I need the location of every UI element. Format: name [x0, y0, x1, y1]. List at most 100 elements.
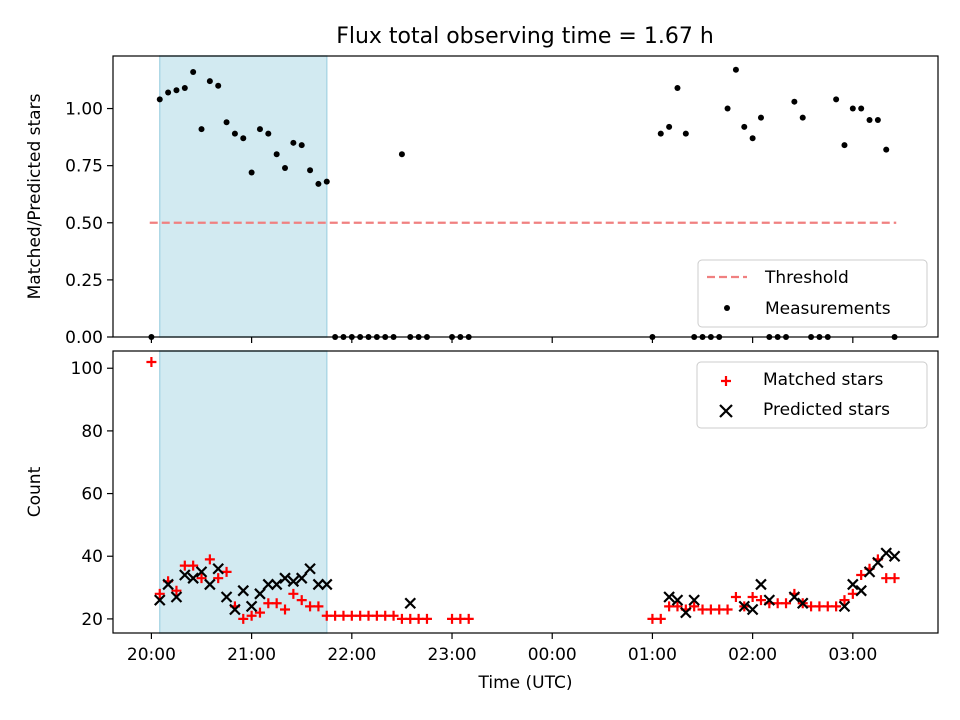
measurement-point — [315, 180, 322, 187]
matched-star-point — [664, 601, 675, 612]
measurement-point — [398, 151, 405, 158]
x-axis-label: Time (UTC) — [478, 673, 573, 693]
matched-star-point — [280, 604, 291, 615]
matched-star-point — [889, 573, 900, 584]
matched-star-point — [346, 610, 357, 621]
predicted-star-point — [763, 594, 776, 606]
measurement-point — [206, 78, 213, 85]
measurement-point — [741, 123, 748, 130]
measurement-point — [190, 68, 197, 75]
predicted-star-point — [153, 594, 166, 606]
measurement-point — [799, 114, 806, 121]
measurement-point — [666, 123, 673, 130]
matched-star-point — [814, 601, 825, 612]
measurement-point — [674, 84, 681, 91]
x-tick-label: 23:00 — [428, 645, 477, 665]
predicted-star-point — [212, 562, 224, 575]
matched-star-point — [772, 598, 783, 609]
y-tick-label: 80 — [81, 422, 103, 442]
measurement-point — [256, 126, 263, 133]
matched-star-point — [321, 610, 332, 621]
measurement-point — [240, 135, 247, 142]
matched-star-point — [179, 560, 190, 571]
measurement-point — [223, 119, 230, 126]
predicted-star-point — [295, 572, 308, 584]
x-tick-label: 03:00 — [828, 645, 877, 665]
matched-star-point — [781, 598, 792, 609]
matched-star-point — [755, 595, 766, 606]
measurement-point — [215, 82, 222, 89]
matched-star-point — [413, 613, 424, 624]
predicted-star-point — [287, 575, 300, 588]
predicted-star-point — [688, 594, 700, 606]
measurement-point — [156, 96, 163, 103]
matched-star-point — [263, 598, 274, 609]
matched-star-point — [714, 604, 725, 615]
y-axis-label: Matched/Predicted stars — [25, 93, 45, 299]
predicted-star-point — [663, 591, 675, 603]
matched-star-point — [221, 566, 232, 577]
matched-star-point — [806, 601, 817, 612]
predicted-star-point — [404, 597, 417, 610]
measurement-point — [682, 130, 689, 137]
matched-star-point — [822, 601, 833, 612]
x-tick-label: 01:00 — [628, 645, 677, 665]
y-tick-label: 0.25 — [65, 271, 103, 291]
measurement-point — [858, 105, 865, 112]
predicted-star-point — [229, 603, 241, 616]
matched-star-point — [655, 613, 666, 624]
matched-star-point — [305, 601, 316, 612]
matched-star-point — [154, 588, 165, 599]
matched-star-point — [839, 595, 850, 606]
predicted-star-point — [204, 578, 216, 591]
matched-star-point — [204, 554, 215, 565]
matched-star-point — [171, 585, 182, 596]
predicted-star-point — [312, 578, 325, 591]
measurement-point — [791, 98, 798, 105]
matched-star-point — [463, 613, 474, 624]
x-tick-label: 20:00 — [127, 645, 176, 665]
x-tick-label: 22:00 — [327, 645, 376, 665]
matched-star-point — [847, 588, 858, 599]
highlight-span — [159, 55, 328, 338]
matched-star-point — [246, 610, 257, 621]
predicted-star-point — [320, 578, 333, 591]
matched-star-point — [881, 573, 892, 584]
matched-star-point — [396, 613, 407, 624]
predicted-star-point — [888, 550, 901, 563]
predicted-star-point — [220, 591, 233, 603]
measurement-point — [833, 96, 840, 103]
measurement-point — [724, 105, 731, 112]
matched-star-point — [447, 613, 458, 624]
matched-star-point — [271, 598, 282, 609]
measurement-point — [841, 142, 848, 149]
predicted-star-point — [796, 597, 809, 610]
matched-star-point — [338, 610, 349, 621]
matched-star-point — [730, 591, 741, 602]
y-tick-label: 40 — [81, 547, 103, 567]
legend-box — [696, 361, 928, 429]
legend-matched-swatch — [721, 376, 731, 386]
matched-star-point — [330, 610, 341, 621]
predicted-star-point — [162, 578, 174, 591]
predicted-star-point — [270, 578, 283, 591]
matched-star-point — [672, 601, 683, 612]
measurement-point — [883, 146, 890, 153]
y-tick-label: 0.50 — [65, 214, 103, 234]
matched-star-point — [455, 613, 466, 624]
predicted-star-point — [262, 578, 275, 591]
matched-star-point — [689, 601, 700, 612]
predicted-star-point — [254, 588, 266, 600]
predicted-star-point — [847, 578, 859, 591]
legend-measurements-label: Measurements — [765, 299, 891, 319]
matched-star-point — [856, 570, 867, 581]
predicted-star-point — [304, 562, 316, 575]
matched-star-point — [831, 601, 842, 612]
matched-star-point — [355, 610, 366, 621]
x-tick-label: 21:00 — [227, 645, 276, 665]
measurement-point — [749, 135, 756, 142]
plot-frame — [112, 350, 939, 634]
predicted-star-point — [170, 591, 183, 603]
measurement-point — [874, 116, 881, 123]
